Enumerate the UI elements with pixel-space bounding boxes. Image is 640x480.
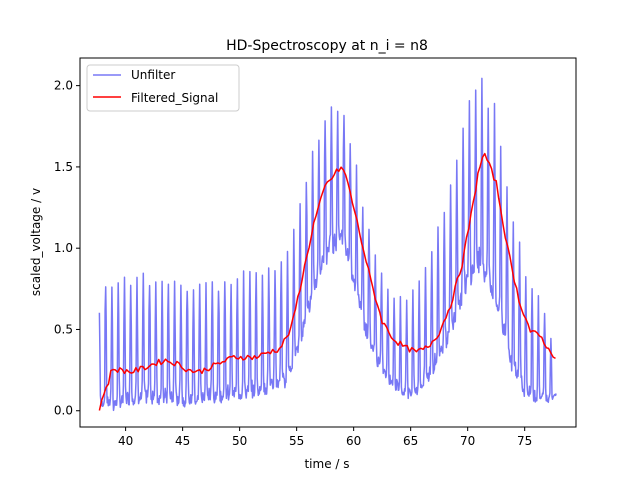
legend-label-filtered: Filtered_Signal [131, 91, 218, 105]
x-tick-label: 50 [232, 434, 247, 448]
x-tick-label: 55 [289, 434, 304, 448]
y-tick-label: 1.0 [54, 241, 73, 255]
y-axis-label: scaled_voltage / v [29, 188, 43, 296]
y-tick-label: 0.5 [54, 322, 73, 336]
x-tick-label: 65 [403, 434, 418, 448]
x-tick-label: 45 [175, 434, 190, 448]
series-line-filtered [98, 152, 556, 411]
legend: Unfilter Filtered_Signal [86, 64, 240, 112]
x-tick-label: 70 [460, 434, 475, 448]
x-tick-label: 75 [517, 434, 532, 448]
y-axis: 0.0 0.5 1.0 1.5 2.0 [54, 79, 80, 418]
y-tick-label: 0.0 [54, 404, 73, 418]
x-tick-label: 40 [118, 434, 133, 448]
legend-label-unfilter: Unfilter [131, 68, 175, 82]
chart-title: HD-Spectroscopy at n_i = n8 [226, 38, 428, 54]
x-axis: 40 45 50 55 60 65 70 75 [118, 427, 532, 448]
plot-area [79, 57, 577, 428]
x-axis-label: time / s [304, 457, 349, 471]
x-tick-label: 60 [346, 434, 361, 448]
y-tick-label: 2.0 [54, 79, 73, 93]
plot-frame [79, 57, 577, 428]
legend-box [86, 64, 240, 112]
series-layer [98, 77, 557, 412]
y-tick-label: 1.5 [54, 160, 73, 174]
